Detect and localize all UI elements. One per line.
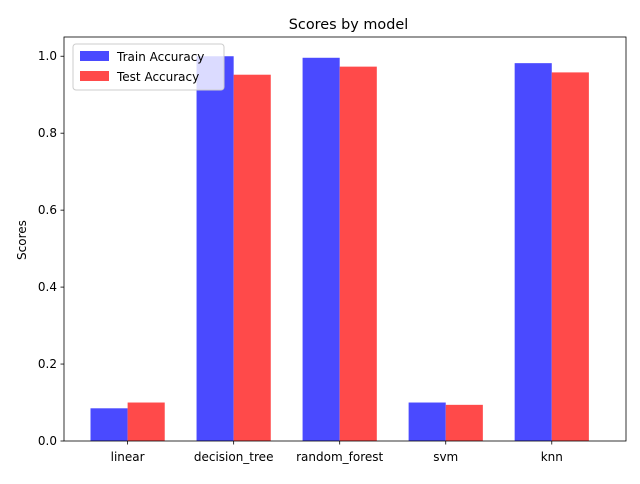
legend-swatch-train — [80, 51, 109, 61]
y-tick-label: 1.0 — [38, 49, 57, 63]
x-tick-label-decision_tree: decision_tree — [194, 450, 274, 464]
bar-train-linear — [90, 408, 128, 441]
bar-test-svm — [445, 404, 483, 441]
chart-title: Scores by model — [289, 17, 408, 33]
x-tick-label-linear: linear — [111, 450, 145, 464]
plot-area: 0.0 0.2 0.4 0.6 0.8 1.0 linear decision_tree ran… — [38, 36, 627, 464]
y-tick-label: 0.4 — [38, 280, 57, 294]
y-tick-label: 0.8 — [38, 126, 57, 140]
y-tick-label: 0.0 — [38, 434, 57, 448]
x-tick-label-svm: svm — [433, 450, 458, 464]
legend-box — [72, 43, 225, 91]
bar-test-linear — [127, 402, 165, 441]
legend-swatch-test — [80, 71, 109, 81]
y-tick-label: 0.6 — [38, 203, 57, 217]
x-tick-label-knn: knn — [541, 450, 563, 464]
x-tick-label-random_forest: random_forest — [296, 450, 383, 464]
y-tick-label: 0.2 — [38, 357, 57, 371]
legend-label-train: Train Accuracy — [116, 50, 204, 64]
bar-test-random_forest — [339, 66, 377, 441]
bar-train-decision_tree — [196, 56, 234, 442]
bar-test-decision_tree — [233, 74, 271, 442]
legend-label-test: Test Accuracy — [116, 70, 199, 84]
axes-frame — [63, 36, 627, 442]
bar-test-knn — [551, 72, 589, 442]
bar-train-knn — [514, 63, 552, 441]
y-axis-label: Scores — [15, 220, 29, 260]
bar-train-svm — [408, 402, 446, 441]
bar-train-random_forest — [302, 57, 340, 441]
